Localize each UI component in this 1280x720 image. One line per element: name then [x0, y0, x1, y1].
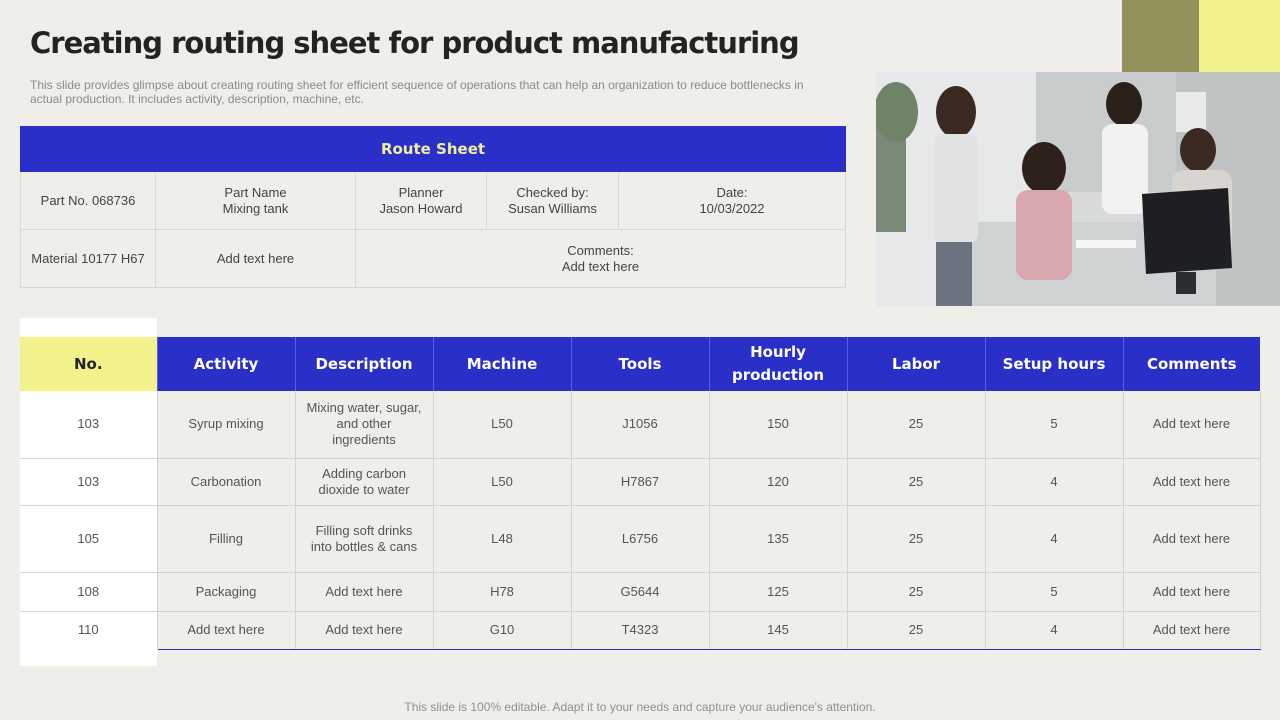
cell-machine: L50: [432, 458, 571, 506]
cell-activity: Add text here: [156, 611, 295, 650]
planner-cell: Planner Jason Howard: [355, 171, 487, 230]
header-hourly-production: Hourly production: [708, 337, 847, 391]
cell-machine: H78: [432, 572, 571, 612]
checked-by-label: Checked by:: [516, 184, 589, 200]
office-team-photo: [876, 72, 1280, 306]
cell-comments: Add text here: [1122, 505, 1261, 573]
cell-activity: Syrup mixing: [156, 391, 295, 459]
header-machine: Machine: [432, 337, 571, 391]
decor-yellow-block: [1199, 0, 1280, 72]
cell-setup-hours: 4: [984, 611, 1123, 650]
cell-activity: Carbonation: [156, 458, 295, 506]
cell-machine: L48: [432, 505, 571, 573]
cell-setup-hours: 4: [984, 505, 1123, 573]
cell-hourly-production: 145: [708, 611, 847, 650]
cell-tools: L6756: [570, 505, 709, 573]
cell-no: 108: [20, 572, 157, 612]
cell-setup-hours: 4: [984, 458, 1123, 506]
cell-hourly-production: 120: [708, 458, 847, 506]
cell-no: 110: [20, 611, 157, 650]
table-row: 108 Packaging Add text here H78 G5644 12…: [20, 572, 1261, 612]
cell-hourly-production: 135: [708, 505, 847, 573]
footer-note: This slide is 100% editable. Adapt it to…: [404, 700, 876, 714]
cell-labor: 25: [846, 391, 985, 459]
decor-olive-block: [1122, 0, 1199, 72]
table-row: 103 Syrup mixing Mixing water, sugar, an…: [20, 391, 1261, 459]
cell-description: Add text here: [294, 572, 433, 612]
comments-value: Add text here: [561, 258, 640, 274]
header-no: No.: [20, 337, 157, 391]
cell-no: 103: [20, 458, 157, 506]
cell-labor: 25: [846, 572, 985, 612]
planner-value: Jason Howard: [379, 200, 463, 216]
date-cell: Date: 10/03/2022: [618, 171, 846, 230]
cell-no: 105: [20, 505, 157, 573]
page-title: Creating routing sheet for product manuf…: [30, 26, 800, 60]
material-cell: Material 10177 H67: [20, 229, 156, 288]
part-name-label: Part Name: [224, 184, 287, 200]
cell-comments: Add text here: [1122, 572, 1261, 612]
planner-label: Planner: [398, 184, 444, 200]
cell-description: Filling soft drinks into bottles & cans: [294, 505, 433, 573]
cell-hourly-production: 150: [708, 391, 847, 459]
material-text-cell: Add text here: [155, 229, 356, 288]
routing-table: No. Activity Description Machine Tools H…: [20, 337, 1261, 650]
cell-comments: Add text here: [1122, 391, 1261, 459]
checked-by-value: Susan Williams: [508, 200, 597, 216]
cell-setup-hours: 5: [984, 572, 1123, 612]
part-number: Part No. 068736: [20, 171, 156, 230]
cell-labor: 25: [846, 458, 985, 506]
checked-by-cell: Checked by: Susan Williams: [486, 171, 619, 230]
cell-description: Adding carbon dioxide to water: [294, 458, 433, 506]
cell-no: 103: [20, 391, 157, 459]
header-description: Description: [294, 337, 433, 391]
cell-tools: J1056: [570, 391, 709, 459]
table-row: 105 Filling Filling soft drinks into bot…: [20, 505, 1261, 573]
date-value: 10/03/2022: [699, 200, 765, 216]
date-label: Date:: [716, 184, 748, 200]
header-labor: Labor: [846, 337, 985, 391]
header-activity: Activity: [156, 337, 295, 391]
cell-comments: Add text here: [1122, 611, 1261, 650]
cell-description: Add text here: [294, 611, 433, 650]
part-name-cell: Part Name Mixing tank: [155, 171, 356, 230]
cell-activity: Packaging: [156, 572, 295, 612]
comments-cell: Comments: Add text here: [355, 229, 846, 288]
page-subtitle: This slide provides glimpse about creati…: [30, 78, 804, 106]
route-sheet: Route Sheet Part No. 068736 Part Name Mi…: [20, 126, 846, 288]
comments-label: Comments:: [567, 242, 634, 258]
cell-hourly-production: 125: [708, 572, 847, 612]
table-row: 110 Add text here Add text here G10 T432…: [20, 611, 1261, 650]
cell-machine: L50: [432, 391, 571, 459]
cell-tools: G5644: [570, 572, 709, 612]
table-row: 103 Carbonation Adding carbon dioxide to…: [20, 458, 1261, 506]
header-tools: Tools: [570, 337, 709, 391]
cell-comments: Add text here: [1122, 458, 1261, 506]
cell-description: Mixing water, sugar, and other ingredien…: [294, 391, 433, 459]
cell-setup-hours: 5: [984, 391, 1123, 459]
cell-tools: H7867: [570, 458, 709, 506]
cell-activity: Filling: [156, 505, 295, 573]
cell-labor: 25: [846, 611, 985, 650]
cell-labor: 25: [846, 505, 985, 573]
route-sheet-heading: Route Sheet: [20, 126, 846, 172]
header-comments: Comments: [1122, 337, 1260, 391]
table-header-row: No. Activity Description Machine Tools H…: [20, 337, 1260, 391]
cell-tools: T4323: [570, 611, 709, 650]
header-setup-hours: Setup hours: [984, 337, 1123, 391]
part-name-value: Mixing tank: [222, 200, 289, 216]
cell-machine: G10: [432, 611, 571, 650]
